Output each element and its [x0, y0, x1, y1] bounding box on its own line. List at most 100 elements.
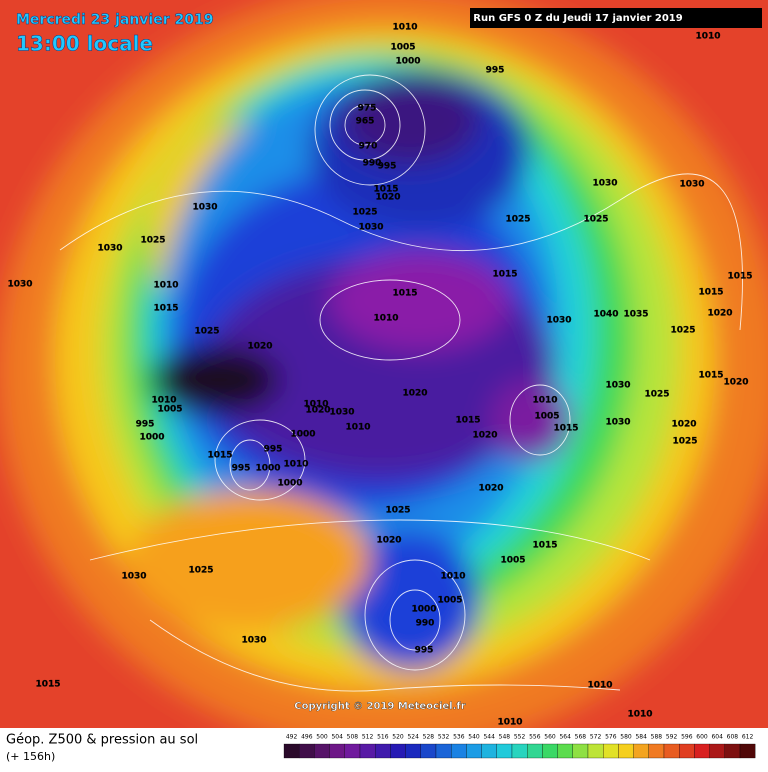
isobar-label: 1030 — [329, 408, 354, 418]
scale-swatch — [435, 743, 452, 759]
isobar-label: 1025 — [670, 326, 695, 336]
isobar-label: 1025 — [505, 215, 530, 225]
isobar-label: 1005 — [437, 596, 462, 606]
scale-label: 524 — [407, 734, 419, 741]
scale-label: 508 — [347, 734, 359, 741]
isobar-label: 990 — [363, 159, 382, 169]
isobar-label: 1000 — [290, 430, 315, 440]
scale-swatch — [633, 743, 649, 759]
isobar-label: 975 — [358, 104, 377, 114]
scale-label: 536 — [453, 734, 465, 741]
scale-swatch — [299, 743, 315, 759]
scale-label: 500 — [316, 734, 328, 741]
scale-swatch — [359, 743, 376, 759]
scale-swatch — [663, 743, 680, 759]
isobar-label: 1025 — [644, 390, 669, 400]
scale-swatch — [496, 743, 513, 759]
isobar-label: 1040 — [593, 310, 618, 320]
scale-swatch — [481, 743, 497, 759]
isobars — [59, 74, 743, 692]
scale-label: 504 — [331, 734, 343, 741]
isobar-label: 1010 — [345, 423, 370, 433]
isobar-label: 1000 — [139, 433, 164, 443]
isobar-label: 1000 — [411, 605, 436, 615]
isobar-label: 1020 — [247, 342, 272, 352]
isobar-label: 1020 — [472, 431, 497, 441]
isobar-label: 1020 — [402, 389, 427, 399]
isobar-label: 1015 — [553, 424, 578, 434]
scale-label: 572 — [590, 734, 602, 741]
copyright: Copyright © 2019 Meteociel.fr — [294, 701, 465, 712]
scale-swatch — [587, 743, 604, 759]
isobar-label: 1015 — [392, 289, 417, 299]
lead-time: (+ 156h) — [6, 750, 55, 763]
isobar-label: 1015 — [532, 541, 557, 551]
isobar-label: 1025 — [583, 215, 608, 225]
scale-label: 496 — [301, 734, 313, 741]
isobar-label: 1010 — [151, 396, 176, 406]
scale-label: 560 — [544, 734, 556, 741]
isobar-label: 1030 — [121, 572, 146, 582]
isobar-label: 995 — [232, 464, 251, 474]
isobar-label: 1010 — [373, 314, 398, 324]
isobar-label: 965 — [356, 117, 375, 127]
isobar-label: 1015 — [698, 288, 723, 298]
isobar-label: 1020 — [707, 309, 732, 319]
scale-label: 608 — [727, 734, 739, 741]
scale-swatch — [420, 743, 437, 759]
scale-swatch — [283, 743, 300, 759]
isobar-label: 1030 — [592, 179, 617, 189]
isobar-label: 1025 — [194, 327, 219, 337]
isobar-label: 1030 — [679, 180, 704, 190]
scale-label: 548 — [499, 734, 511, 741]
scale-label: 564 — [559, 734, 571, 741]
isobar-label: 995 — [264, 445, 283, 455]
isobar-label: 1025 — [140, 236, 165, 246]
scale-label: 588 — [651, 734, 663, 741]
isobar-label: 995 — [136, 420, 155, 430]
isobar-label: 1035 — [623, 310, 648, 320]
scale-swatch — [572, 743, 589, 759]
isobar-label: 995 — [415, 646, 434, 656]
isobar-label: 1000 — [277, 479, 302, 489]
legend-title: Géop. Z500 & pression au sol — [6, 733, 198, 748]
isobar-label: 995 — [378, 162, 397, 172]
isobar-label: 1020 — [375, 193, 400, 203]
scale-swatch — [648, 743, 665, 759]
isobar-label: 1010 — [627, 710, 652, 720]
isobar-label: 1030 — [358, 223, 383, 233]
scale-label: 568 — [575, 734, 587, 741]
isobar-label: 1010 — [283, 460, 308, 470]
scale-label: 604 — [711, 734, 723, 741]
scale-label: 540 — [468, 734, 480, 741]
date: Mercredi 23 janvier 2019 — [16, 12, 213, 28]
isobar-label: 1005 — [500, 556, 525, 566]
scale-swatch — [739, 743, 756, 759]
isobar-label: 1015 — [727, 272, 752, 282]
scale-label: 528 — [423, 734, 435, 741]
scale-swatch — [405, 743, 421, 759]
scale-label: 556 — [529, 734, 541, 741]
isobar-label: 1020 — [723, 378, 748, 388]
isobar-label: 1015 — [455, 416, 480, 426]
isobar-label: 1015 — [698, 371, 723, 381]
scale-swatch — [709, 743, 725, 759]
isobar-label: 1005 — [534, 412, 559, 422]
isobar-label: 1025 — [188, 566, 213, 576]
isobar-label: 1030 — [192, 203, 217, 213]
isobar-label: 1020 — [305, 406, 330, 416]
scale-label: 532 — [438, 734, 450, 741]
isobar-label: 1015 — [35, 680, 60, 690]
scale-swatch — [451, 743, 467, 759]
scale-swatch — [679, 743, 695, 759]
scale-label: 520 — [392, 734, 404, 741]
run-info: Run GFS 0 Z du Jeudi 17 janvier 2019 — [473, 13, 682, 24]
scale-swatch — [618, 743, 634, 759]
isobar-label: 995 — [486, 66, 505, 76]
isobar-label: 1030 — [7, 280, 32, 290]
scale-label: 492 — [286, 734, 298, 741]
scale-swatch — [557, 743, 573, 759]
scale-swatch — [344, 743, 361, 759]
scale-label: 516 — [377, 734, 389, 741]
